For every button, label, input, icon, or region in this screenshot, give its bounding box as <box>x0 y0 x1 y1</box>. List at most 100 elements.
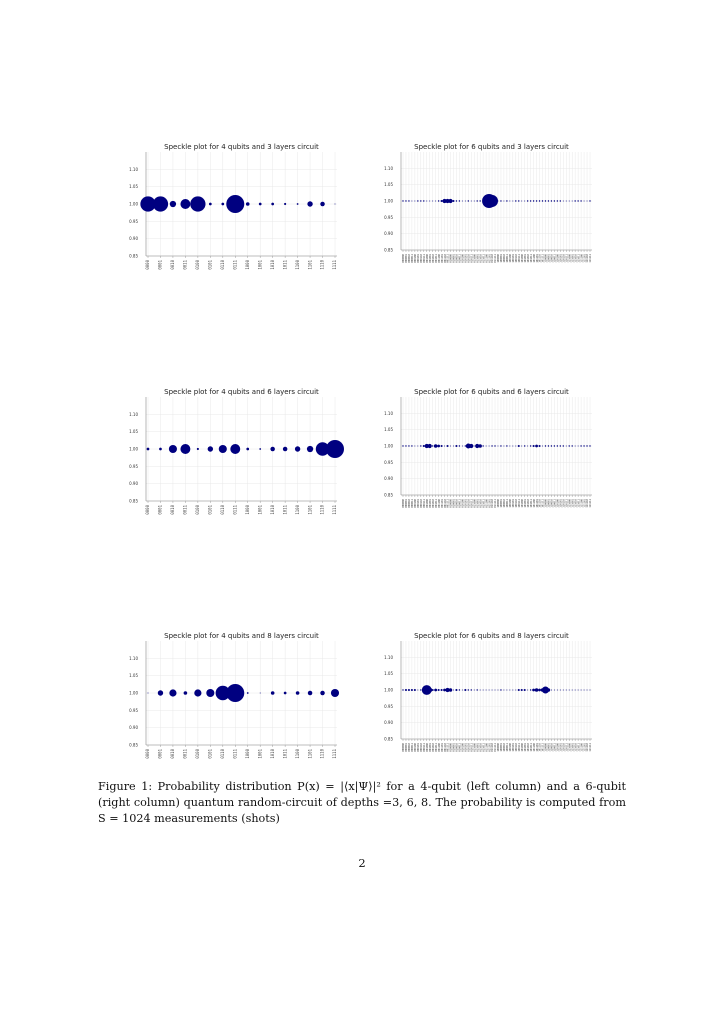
y-tick-label: 1.05 <box>384 671 393 676</box>
x-tick-label: 000100 <box>414 742 417 751</box>
data-point <box>583 689 585 691</box>
data-point <box>580 689 582 691</box>
x-tick-label: 0110 <box>220 259 225 269</box>
data-point <box>168 444 177 454</box>
x-tick-label: 100110 <box>515 498 518 507</box>
x-tick-label: 111110 <box>586 742 589 751</box>
x-tick-label: 111111 <box>589 253 592 262</box>
x-tick-label: 1100 <box>295 748 300 758</box>
data-point <box>512 445 514 447</box>
x-tick-label: 111100 <box>580 498 583 507</box>
data-point <box>196 447 199 451</box>
y-tick-label: 1.00 <box>129 447 138 452</box>
y-tick-label: 1.05 <box>384 182 393 187</box>
x-tick-label: 110010 <box>551 498 554 507</box>
data-point <box>445 687 450 693</box>
data-point <box>550 445 553 447</box>
data-point <box>503 200 505 202</box>
x-tick-label: 1110 <box>320 504 325 514</box>
data-point <box>420 445 422 447</box>
x-tick-label: 0011 <box>183 504 188 514</box>
data-point <box>271 202 275 206</box>
x-tick-label: 1111 <box>332 748 337 758</box>
x-tick-label: 0111 <box>232 259 237 269</box>
data-point <box>586 200 588 202</box>
data-point <box>565 689 567 691</box>
y-tick-label: 0.85 <box>129 254 138 259</box>
x-tick-label: 111010 <box>574 253 577 262</box>
data-point <box>509 200 511 202</box>
x-tick-label: 000001 <box>405 742 408 751</box>
data-point <box>455 200 458 202</box>
x-tick-label: 100011 <box>506 498 509 507</box>
data-point <box>421 685 432 695</box>
y-tick-label: 0.85 <box>384 248 393 253</box>
data-point <box>506 689 508 691</box>
data-point <box>408 445 410 447</box>
data-point <box>562 445 564 447</box>
data-point <box>455 444 458 448</box>
data-point <box>437 200 440 202</box>
x-tick-label: 111011 <box>577 253 580 262</box>
plot-6q-3l: Speckle plot for 6 qubits and 3 layers c… <box>355 140 595 275</box>
x-tick-label: 101100 <box>533 742 536 751</box>
x-tick-label: 001111 <box>447 742 450 751</box>
x-tick-label: 100000 <box>497 742 500 751</box>
x-tick-label: 010001 <box>453 253 456 262</box>
x-tick-label: 111110 <box>586 498 589 507</box>
data-point <box>326 440 344 458</box>
x-tick-label: 1000 <box>245 504 250 514</box>
data-point <box>183 691 188 695</box>
data-point <box>497 445 499 447</box>
x-tick-label: 100000 <box>497 253 500 262</box>
y-tick-label: 0.95 <box>384 704 393 709</box>
data-point <box>448 688 453 692</box>
x-tick-label: 011111 <box>494 742 497 751</box>
x-tick-label: 000010 <box>408 498 411 507</box>
x-tick-label: 001000 <box>426 498 429 507</box>
x-tick-label: 000010 <box>408 253 411 262</box>
x-tick-label: 1111 <box>332 504 337 514</box>
data-point <box>494 689 496 691</box>
y-tick-label: 0.85 <box>384 737 393 742</box>
x-tick-label: 101110 <box>539 498 542 507</box>
y-tick-label: 0.90 <box>384 720 393 725</box>
x-tick-label: 010100 <box>462 742 465 751</box>
x-tick-label: 0000 <box>145 259 150 269</box>
data-point <box>541 686 549 694</box>
data-point <box>443 688 446 692</box>
x-tick-label: 011110 <box>491 253 494 262</box>
data-point <box>455 688 458 692</box>
x-tick-label: 111010 <box>574 498 577 507</box>
x-tick-label: 001100 <box>438 498 441 507</box>
x-tick-label: 0011 <box>183 748 188 758</box>
data-point <box>538 444 541 448</box>
x-tick-label: 1000 <box>245 259 250 269</box>
x-tick-label: 100010 <box>503 742 506 751</box>
x-tick-label: 1101 <box>307 259 312 269</box>
data-point <box>559 445 562 447</box>
data-point <box>434 688 438 692</box>
x-tick-label: 110010 <box>551 742 554 751</box>
x-tick-label: 110001 <box>548 253 551 262</box>
x-tick-label: 001101 <box>441 498 444 507</box>
data-point <box>562 689 564 691</box>
data-point <box>491 689 493 691</box>
x-tick-label: 100111 <box>518 253 521 262</box>
data-point <box>437 688 440 692</box>
x-tick-label: 110111 <box>565 498 568 507</box>
x-tick-label: 0101 <box>208 504 213 514</box>
data-point <box>541 200 544 202</box>
data-point <box>521 445 523 447</box>
data-point <box>568 445 570 447</box>
x-tick-label: 001011 <box>435 498 438 507</box>
data-point <box>485 445 487 447</box>
data-point <box>527 445 529 447</box>
data-point <box>475 443 480 449</box>
x-tick-label: 001000 <box>426 253 429 262</box>
x-tick-label: 0010 <box>170 748 175 758</box>
data-point <box>259 692 261 694</box>
x-tick-label: 000001 <box>405 253 408 262</box>
y-tick-label: 1.00 <box>129 691 138 696</box>
data-point <box>547 200 550 202</box>
